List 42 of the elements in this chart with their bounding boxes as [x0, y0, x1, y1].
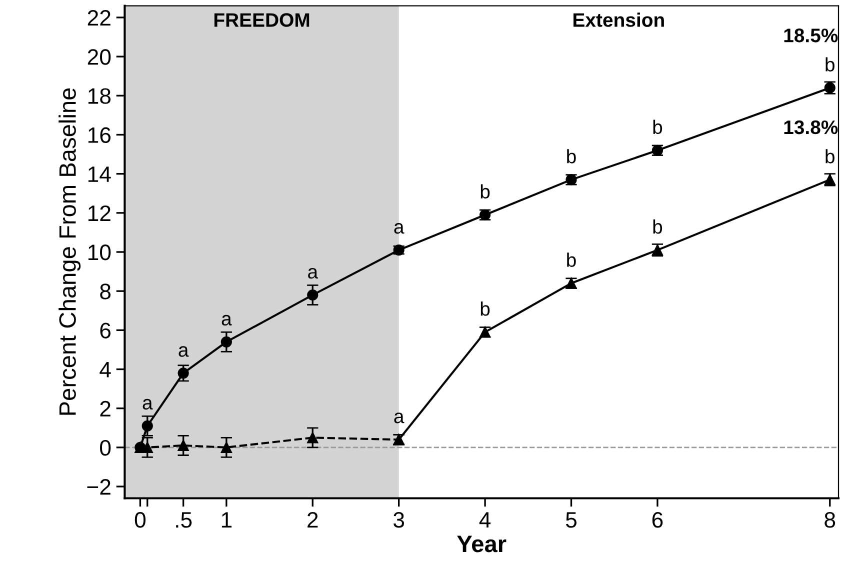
- y-tick-label: 12: [88, 205, 110, 221]
- annotation: a: [222, 314, 232, 326]
- annotation: Extension: [574, 12, 664, 27]
- x-tick-label: .5: [176, 512, 192, 528]
- y-tick-label: 22: [88, 10, 110, 26]
- y-tick-label: 4: [100, 362, 111, 378]
- y-tick-label: 6: [100, 322, 111, 338]
- x-tick-label: 1: [222, 512, 232, 528]
- annotation: b: [567, 149, 576, 164]
- annotation: b: [653, 219, 662, 234]
- y-axis-title: Percent Change From Baseline: [58, 88, 81, 415]
- x-tick-label: 0: [134, 512, 146, 528]
- y-tick-label: 18: [88, 88, 111, 104]
- annotation: a: [308, 268, 318, 279]
- annotation: a: [394, 223, 404, 234]
- annotation: a: [142, 398, 153, 410]
- band-label: FREEDOM: [214, 13, 310, 27]
- annotation: b: [826, 149, 834, 164]
- x-tick-label: 8: [824, 512, 836, 528]
- annotation: b: [826, 57, 834, 72]
- y-tick-label: 2: [100, 400, 110, 416]
- y-tick-label: 16: [88, 127, 111, 144]
- annotation: b: [480, 184, 490, 199]
- annotation: b: [567, 252, 576, 267]
- annotation: 13.8%: [784, 120, 838, 134]
- x-axis-title: Year: [457, 536, 506, 552]
- annotation: b: [480, 302, 490, 316]
- y-tick-label: 10: [88, 244, 111, 260]
- y-tick-label: 8: [100, 284, 111, 300]
- x-tick-label: 3: [394, 512, 404, 528]
- x-tick-label: 6: [652, 512, 663, 528]
- annotation: b: [653, 120, 662, 134]
- y-tick-label: 14: [88, 166, 111, 182]
- x-tick-label: 5: [566, 512, 577, 528]
- x-tick-label: 4: [479, 512, 491, 528]
- annotation: a: [394, 412, 404, 424]
- y-tick-label: −2: [87, 479, 110, 495]
- y-tick-label: 20: [88, 49, 111, 65]
- x-tick-label: 2: [308, 512, 318, 528]
- annotation: 18.5%: [784, 28, 838, 42]
- annotation: a: [178, 346, 189, 357]
- y-tick-label: 0: [100, 440, 111, 456]
